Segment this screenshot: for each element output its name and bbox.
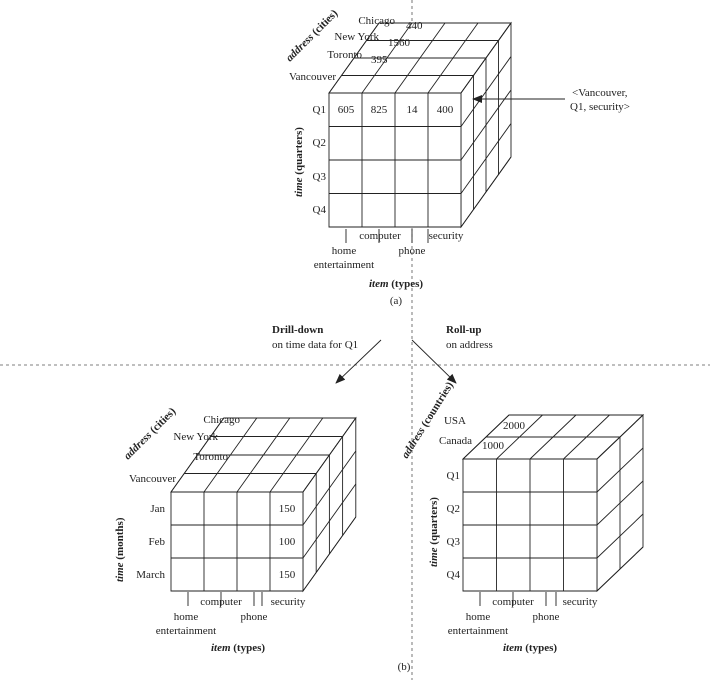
caption-a: (a) xyxy=(390,295,403,307)
roll-quarter-label-q2: Q2 xyxy=(447,503,460,515)
time-axis-label: time (quarters) xyxy=(293,127,305,197)
value-newyork-q1: 1560 xyxy=(388,37,411,49)
roll-item-label-entertainment: entertainment xyxy=(448,625,508,637)
drill-item-label-security: security xyxy=(271,596,306,608)
value-canada-q1: 1000 xyxy=(482,440,505,452)
country-label-usa: USA xyxy=(444,415,466,427)
item-label-home: home xyxy=(332,245,357,257)
quarter-label-q2: Q2 xyxy=(313,137,326,149)
roll-up-arrow xyxy=(411,339,457,384)
cell-jan-security: 150 xyxy=(279,503,296,515)
roll-item-label-home: home xyxy=(466,611,491,623)
month-label-jan: Jan xyxy=(150,503,165,515)
cell-march-security: 150 xyxy=(279,569,296,581)
country-label-canada: Canada xyxy=(439,435,472,447)
drill-time-axis-label: time (months) xyxy=(114,517,126,582)
cube-roll-up xyxy=(461,413,645,593)
roll-item-ticks xyxy=(479,592,557,606)
cell-q1-phone: 14 xyxy=(407,104,419,116)
operations: Drill-down on time data for Q1 Roll-up o… xyxy=(272,324,493,384)
roll-up-title: Roll-up xyxy=(446,324,481,336)
month-label-march: March xyxy=(136,569,165,581)
item-label-entertainment: entertainment xyxy=(314,259,374,271)
caption-b: (b) xyxy=(398,661,411,673)
drill-city-label-chicago: Chicago xyxy=(203,414,240,426)
roll-item-label-phone: phone xyxy=(533,611,560,623)
value-toronto-q1: 395 xyxy=(371,54,388,66)
drill-down-subtitle: on time data for Q1 xyxy=(272,339,358,351)
drill-down-arrow xyxy=(335,339,382,384)
roll-quarter-label-q4: Q4 xyxy=(447,569,461,581)
drill-item-axis-label: item (types) xyxy=(211,642,265,654)
item-ticks xyxy=(345,229,429,243)
city-label-toronto: Toronto xyxy=(327,49,362,61)
cell-q1-home: 605 xyxy=(338,104,355,116)
drill-item-label-entertainment: entertainment xyxy=(156,625,216,637)
drill-item-label-computer: computer xyxy=(200,596,242,608)
roll-up-subtitle: on address xyxy=(446,339,493,351)
drill-city-label-toronto: Toronto xyxy=(193,451,228,463)
cell-q1-security: 400 xyxy=(437,104,454,116)
callout-text-line2: Q1, security> xyxy=(570,101,630,113)
drill-down-title: Drill-down xyxy=(272,324,323,336)
city-label-chicago: Chicago xyxy=(358,15,395,27)
cell-q1-computer: 825 xyxy=(371,104,388,116)
city-label-new-york: New York xyxy=(334,31,379,43)
quarter-label-q3: Q3 xyxy=(313,171,327,183)
quarter-label-q4: Q4 xyxy=(313,204,327,216)
item-axis-label: item (types) xyxy=(369,278,423,290)
value-usa-q1: 2000 xyxy=(503,420,526,432)
city-label-vancouver: Vancouver xyxy=(289,71,336,83)
roll-item-axis-label: item (types) xyxy=(503,642,557,654)
drill-address-axis-label: address (cities) xyxy=(122,405,179,462)
item-label-computer: computer xyxy=(359,230,401,242)
roll-quarter-label-q3: Q3 xyxy=(447,536,461,548)
roll-item-label-security: security xyxy=(563,596,598,608)
roll-quarter-label-q1: Q1 xyxy=(447,470,460,482)
callout-text-line1: <Vancouver, xyxy=(572,87,628,99)
drill-city-label-vancouver: Vancouver xyxy=(129,473,176,485)
drill-item-label-home: home xyxy=(174,611,199,623)
cube-drill-down xyxy=(170,416,357,593)
roll-item-label-computer: computer xyxy=(492,596,534,608)
cell-feb-security: 100 xyxy=(279,536,296,548)
drill-item-label-phone: phone xyxy=(241,611,268,623)
item-label-phone: phone xyxy=(399,245,426,257)
cube-a xyxy=(328,21,512,229)
month-label-feb: Feb xyxy=(149,536,166,548)
drill-city-label-new-york: New York xyxy=(173,431,218,443)
item-label-security: security xyxy=(429,230,464,242)
drill-item-ticks xyxy=(187,592,263,606)
roll-time-axis-label: time (quarters) xyxy=(428,497,440,567)
quarter-label-q1: Q1 xyxy=(313,104,326,116)
value-chicago-q1: 440 xyxy=(406,20,423,32)
